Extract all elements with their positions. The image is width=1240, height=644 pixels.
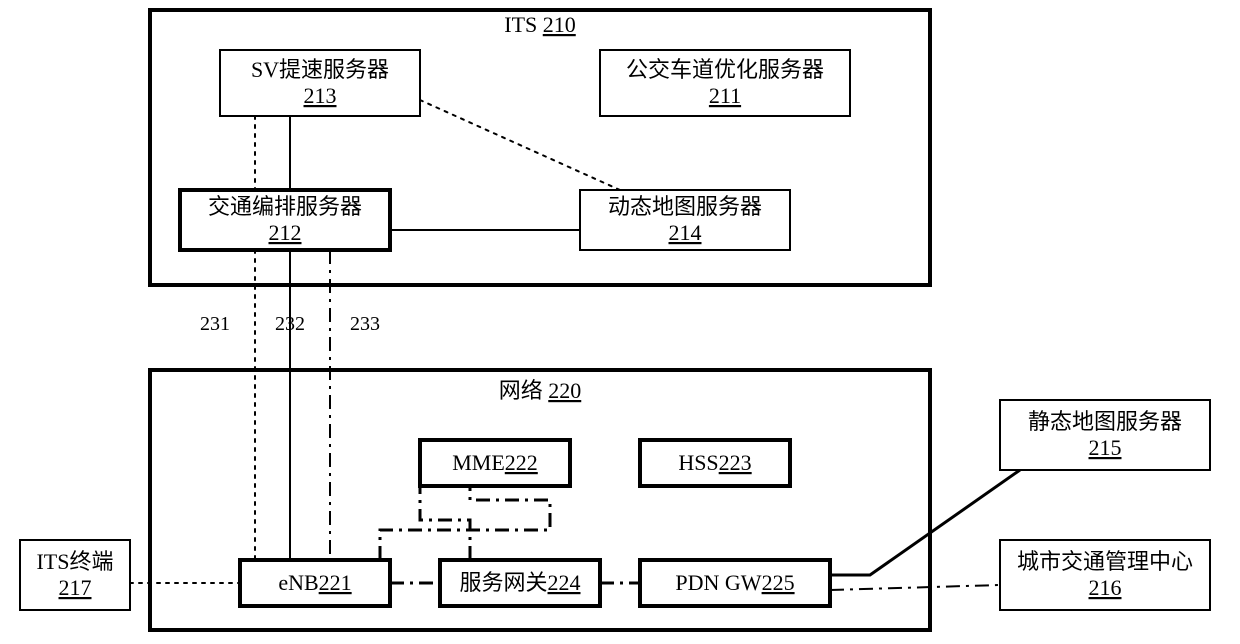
- node-enb-label: eNB221: [278, 570, 351, 595]
- node-hss: HSS223: [640, 440, 790, 486]
- node-sv-label: SV提速服务器: [251, 57, 389, 82]
- node-dynmap: 动态地图服务器214: [580, 190, 790, 250]
- node-citymgmt-label: 城市交通管理中心: [1017, 549, 1193, 574]
- its-container-ref: 210: [543, 12, 576, 37]
- node-buslane-label: 公交车道优化服务器: [626, 57, 824, 82]
- node-mme: MME222: [420, 440, 570, 486]
- node-hss-label: HSS223: [678, 450, 751, 475]
- node-sgw-label: 服务网关224: [459, 570, 580, 595]
- node-pdngw-ref: 225: [762, 570, 795, 595]
- node-enb: eNB221: [240, 560, 390, 606]
- node-dynmap-label: 动态地图服务器: [608, 194, 762, 219]
- node-buslane: 公交车道优化服务器211: [600, 50, 850, 116]
- node-sv-ref: 213: [304, 83, 337, 108]
- node-staticmap-label: 静态地图服务器: [1028, 409, 1182, 434]
- node-pdngw: PDN GW225: [640, 560, 830, 606]
- node-itsterm: ITS终端217: [20, 540, 130, 610]
- link-label-l233: 233: [350, 313, 380, 335]
- node-staticmap: 静态地图服务器215: [1000, 400, 1210, 470]
- node-itsterm-ref: 217: [59, 575, 92, 600]
- node-sgw-ref: 224: [548, 570, 581, 595]
- node-citymgmt: 城市交通管理中心216: [1000, 540, 1210, 610]
- network-container-ref: 220: [548, 378, 581, 403]
- node-itsterm-label: ITS终端: [36, 549, 113, 574]
- link-label-l231: 231: [200, 313, 230, 335]
- node-citymgmt-ref: 216: [1089, 575, 1122, 600]
- node-orch-ref: 212: [269, 220, 302, 245]
- node-mme-label: MME222: [452, 450, 538, 475]
- node-sgw: 服务网关224: [440, 560, 600, 606]
- node-orch-label: 交通编排服务器: [208, 194, 362, 219]
- network-container-title: 网络 220: [499, 378, 582, 403]
- its-container-title: ITS 210: [504, 12, 576, 37]
- node-hss-ref: 223: [719, 450, 752, 475]
- node-dynmap-ref: 214: [669, 220, 702, 245]
- node-sv: SV提速服务器213: [220, 50, 420, 116]
- node-pdngw-label: PDN GW225: [675, 570, 794, 595]
- node-buslane-ref: 211: [709, 83, 741, 108]
- link-label-l232: 232: [275, 313, 305, 335]
- node-mme-ref: 222: [505, 450, 538, 475]
- node-enb-ref: 221: [319, 570, 352, 595]
- node-staticmap-ref: 215: [1089, 435, 1122, 460]
- node-orch: 交通编排服务器212: [180, 190, 390, 250]
